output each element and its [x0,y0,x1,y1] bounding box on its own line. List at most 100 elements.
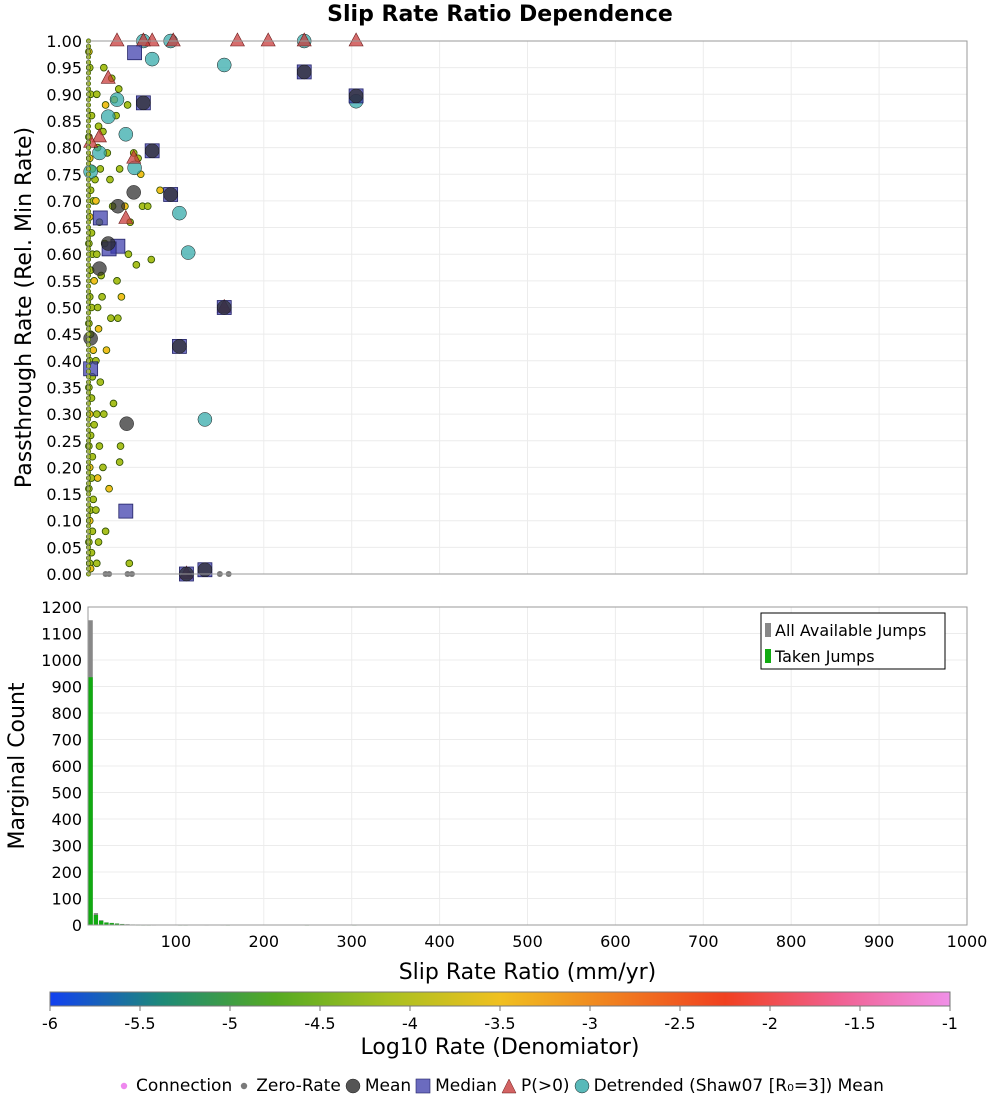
detrended-mean-marker [197,412,213,427]
x-tick-label: 1000 [947,932,988,951]
connection-point [86,555,92,561]
histogram-x-axis-label: Slip Rate Ratio (mm/yr) [399,960,657,985]
connection-point [86,486,92,492]
connection-point [86,358,92,364]
connection-point [86,230,92,236]
connection-point [114,85,123,93]
detrended-mean-marker [144,51,160,67]
colorbar-tick-label: -3.5 [484,1014,515,1033]
colorbar-ticks: -6 -5.5 -5 -4.5 -4 -3.5 -3 -2.5 -2 -1.5 -1 [42,1006,958,1033]
mean-marker [348,88,364,104]
legend-box [760,612,946,670]
y-tick-label: 0.50 [46,299,82,318]
connection-point [86,262,92,268]
connection-point [94,538,103,546]
histogram-x-ticks: 100 200 300 400 500 600 700 800 900 1000 [161,932,988,951]
connection-point [114,314,122,322]
scatter-y-ticks: 0.00 0.05 0.10 0.15 0.20 0.25 0.30 0.35 0.40 0.45… [46,32,82,584]
scatter-y-axis-label: Passthrough Rate (Rel. Min Rate) [12,127,37,488]
detrended-mean-marker [83,164,98,179]
colorbar-tick-label: -4.5 [304,1014,335,1033]
legend-item-label: Connection [136,1076,233,1096]
detrended-mean-marker [118,127,134,142]
mean-marker [197,562,213,577]
dot-icon [241,1082,248,1090]
y-tick-label: 0.75 [46,165,82,184]
colorbar: -6 -5.5 -5 -4.5 -4 -3.5 -3 -2.5 -2 -1.5 -1 [42,991,958,1033]
connection-point [86,395,92,401]
y-tick-label: 900 [51,678,82,697]
connection-point [86,448,92,454]
colorbar-tick-label: -4 [402,1014,418,1033]
mean-marker [110,198,126,214]
connection-point [86,534,92,540]
taken-jumps-bar [114,923,120,925]
y-tick-label: 100 [51,890,82,909]
y-tick-label: 0.65 [46,219,82,238]
connection-point [86,235,92,241]
connection-point [96,378,105,386]
connection-point [86,171,92,177]
connection-point [86,384,92,390]
connection-point [86,97,92,103]
connection-point [86,560,92,566]
connection-point [86,496,92,502]
p-gt-0-marker [296,32,312,47]
x-tick-label: 600 [600,932,631,951]
mean-marker [163,187,178,202]
colorbar-tick-label: -5.5 [124,1014,155,1033]
y-tick-label: 0 [72,916,82,935]
circle-icon [345,1078,361,1094]
connection-point [86,225,92,231]
mean-marker [92,261,107,276]
connection-point [147,255,156,264]
connection-point [100,63,108,72]
connection-point [102,346,111,354]
connection-point [86,336,92,342]
connection-point [86,368,92,374]
x-tick-label: 800 [776,932,807,951]
connection-point [92,250,101,259]
y-tick-label: 1200 [41,598,82,617]
y-tick-label: 1.00 [46,32,82,51]
y-tick-label: 1100 [41,625,82,644]
connection-point [86,427,92,433]
connection-point [123,101,132,109]
connection-point [86,43,92,49]
connection-point [86,241,92,247]
connection-point [101,527,110,536]
median-marker [127,45,142,61]
connection-point [86,273,92,279]
legend-item-label: Mean [364,1076,412,1096]
connection-point [115,165,124,173]
scatter-frame [87,40,968,575]
connection-point [115,458,124,466]
y-tick-label: 0.55 [46,272,82,291]
taken-jumps-bar [99,920,104,925]
connection-point [86,310,92,316]
mean-marker [126,185,141,200]
connection-point [86,257,92,263]
legend-item: Detrended (Shaw07 [R₀=3]) Mean [574,1072,884,1100]
connection-point [86,294,92,300]
connection-point [86,342,92,348]
colorbar-tick-label: -1.5 [844,1014,875,1033]
taken-jumps-bar [109,923,114,925]
connection-point [86,118,92,124]
y-tick-label: 200 [51,863,82,882]
connection-point [86,182,92,188]
connection-point [86,49,92,55]
connection-point [86,304,92,310]
detrended-mean-marker [100,109,116,124]
legend-item: Mean [345,1072,411,1100]
connection-point [143,202,152,211]
connection-point [86,406,92,412]
colorbar-tick-label: -2 [762,1014,778,1033]
connection-point [86,347,92,353]
p-gt-0-marker [100,69,116,84]
connection-point [86,374,92,380]
square-icon [415,1078,431,1094]
connection-point [86,464,92,470]
connection-point [86,86,92,92]
mean-marker [296,64,312,80]
